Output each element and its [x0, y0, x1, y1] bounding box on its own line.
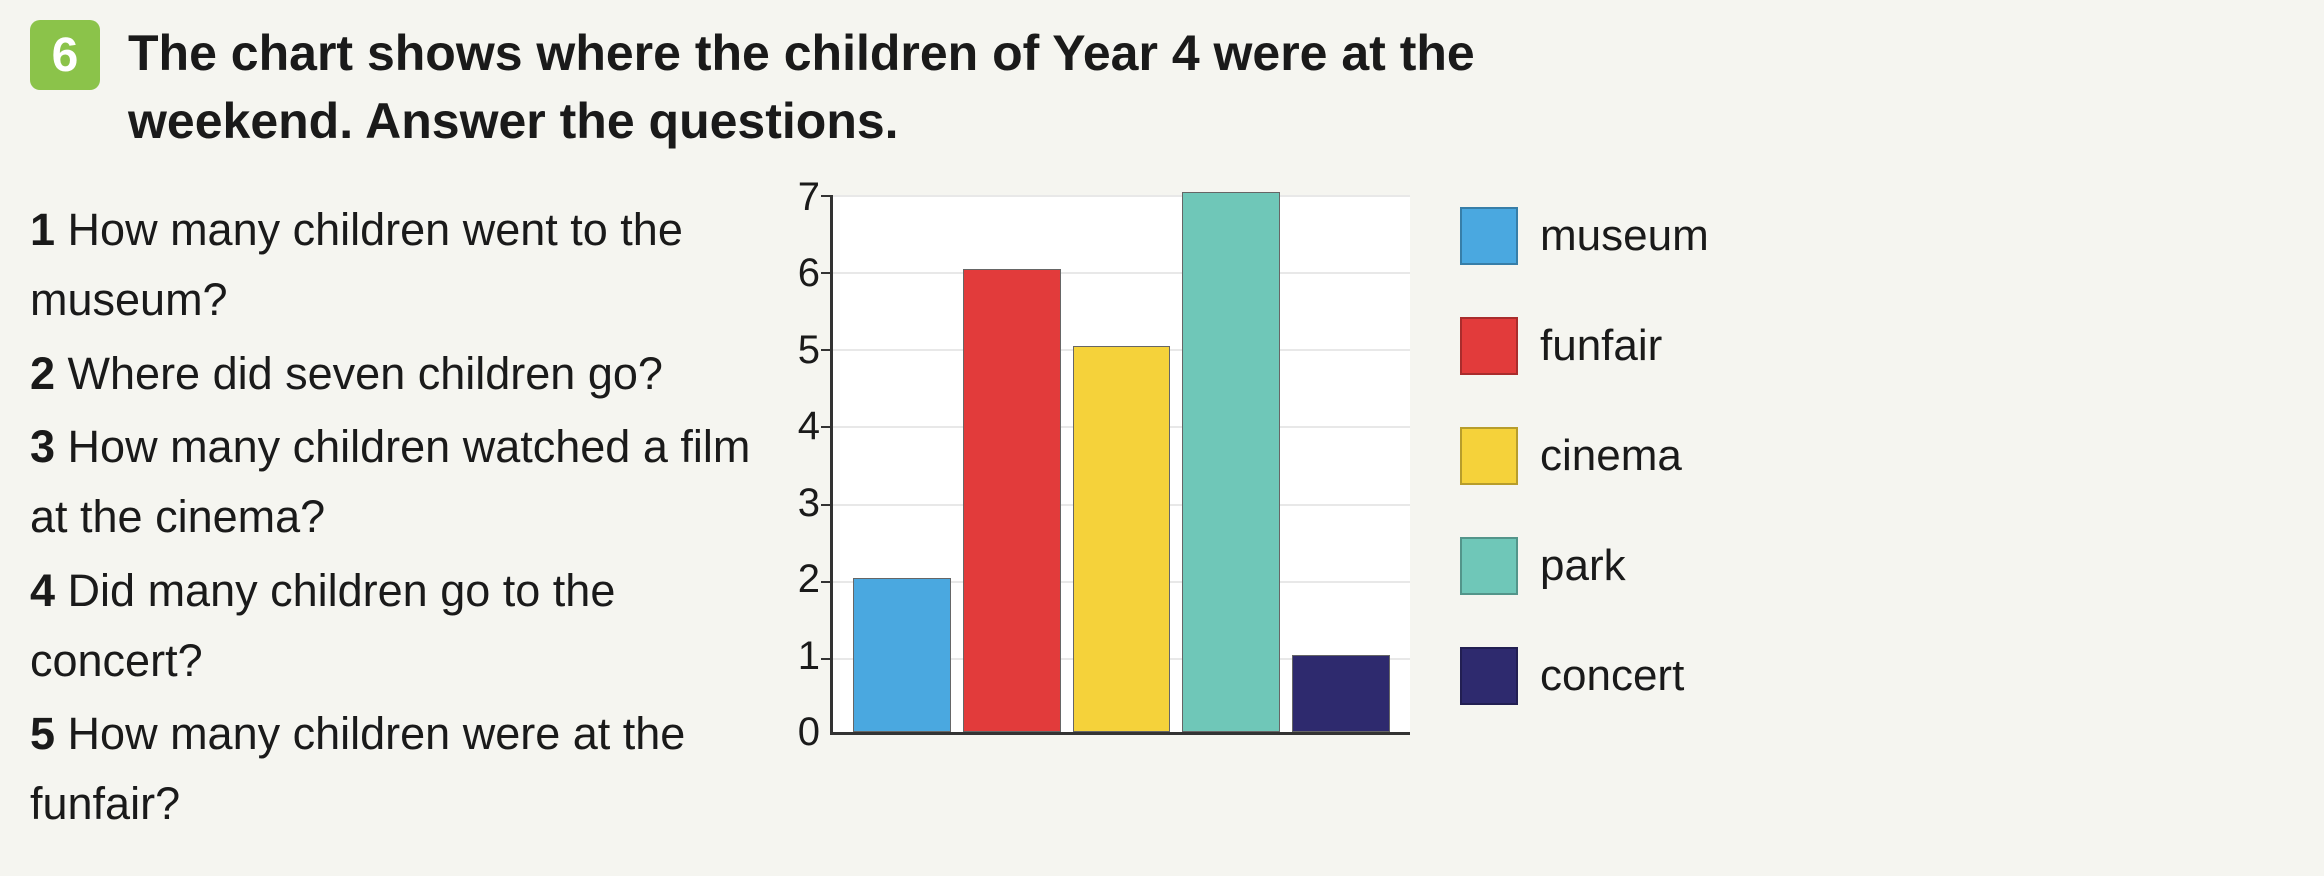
question-4: 4 Did many children go to the concert? [30, 556, 790, 696]
y-tick-label: 3 [788, 481, 820, 526]
bar-cinema [1073, 346, 1171, 732]
bar-park [1182, 192, 1280, 732]
swatch-concert [1460, 647, 1518, 705]
legend-item-cinema: cinema [1460, 427, 1709, 485]
y-axis-labels: 7 6 5 4 3 2 1 0 [788, 175, 820, 755]
y-tick [821, 581, 833, 583]
chart-and-legend: 76543210 museum funfair cinema park [830, 195, 1709, 735]
question-3: 3 How many children watched a film at th… [30, 412, 790, 552]
y-tick [821, 272, 833, 274]
y-tick [821, 195, 833, 197]
y-tick [821, 504, 833, 506]
y-tick-label: 1 [788, 634, 820, 679]
question-number: 3 [30, 421, 55, 472]
bars-container [833, 195, 1410, 732]
swatch-park [1460, 537, 1518, 595]
question-5: 5 How many children were at the funfair? [30, 699, 790, 839]
legend-label: concert [1540, 651, 1684, 701]
exercise-number-badge: 6 [30, 20, 100, 90]
legend-label: cinema [1540, 431, 1682, 481]
legend-label: funfair [1540, 321, 1662, 371]
question-2: 2 Where did seven children go? [30, 339, 790, 409]
question-text: Did many children go to the concert? [30, 565, 615, 686]
question-number: 1 [30, 204, 55, 255]
swatch-museum [1460, 207, 1518, 265]
instruction-line1: The chart shows where the children of Ye… [128, 25, 1475, 81]
legend-label: park [1540, 541, 1626, 591]
instruction-line2: weekend. Answer the questions. [128, 93, 899, 149]
question-text: Where did seven children go? [68, 348, 663, 399]
questions-list: 1 How many children went to the museum? … [30, 195, 790, 843]
y-tick [821, 658, 833, 660]
question-number: 5 [30, 708, 55, 759]
legend-item-concert: concert [1460, 647, 1709, 705]
y-tick [821, 426, 833, 428]
question-number: 4 [30, 565, 55, 616]
swatch-funfair [1460, 317, 1518, 375]
bar-museum [853, 578, 951, 732]
chart-legend: museum funfair cinema park concert [1460, 195, 1709, 705]
y-tick-label: 6 [788, 251, 820, 296]
exercise-instruction: The chart shows where the children of Ye… [128, 20, 1475, 155]
y-tick-label: 0 [788, 710, 820, 755]
legend-label: museum [1540, 211, 1709, 261]
y-tick [821, 349, 833, 351]
y-tick-label: 5 [788, 328, 820, 373]
swatch-cinema [1460, 427, 1518, 485]
question-text: How many children watched a film at the … [30, 421, 750, 542]
y-tick-label: 2 [788, 557, 820, 602]
question-number: 2 [30, 348, 55, 399]
legend-item-museum: museum [1460, 207, 1709, 265]
legend-item-funfair: funfair [1460, 317, 1709, 375]
legend-item-park: park [1460, 537, 1709, 595]
bar-concert [1292, 655, 1390, 732]
exercise-header: 6 The chart shows where the children of … [30, 20, 2294, 155]
y-tick-label: 7 [788, 175, 820, 220]
plot-area [830, 195, 1410, 735]
bar-funfair [963, 269, 1061, 732]
content-row: 1 How many children went to the museum? … [30, 195, 2294, 843]
bar-chart: 76543210 [830, 195, 1410, 735]
y-tick-label: 4 [788, 404, 820, 449]
question-1: 1 How many children went to the museum? [30, 195, 790, 335]
question-text: How many children were at the funfair? [30, 708, 685, 829]
question-text: How many children went to the museum? [30, 204, 683, 325]
